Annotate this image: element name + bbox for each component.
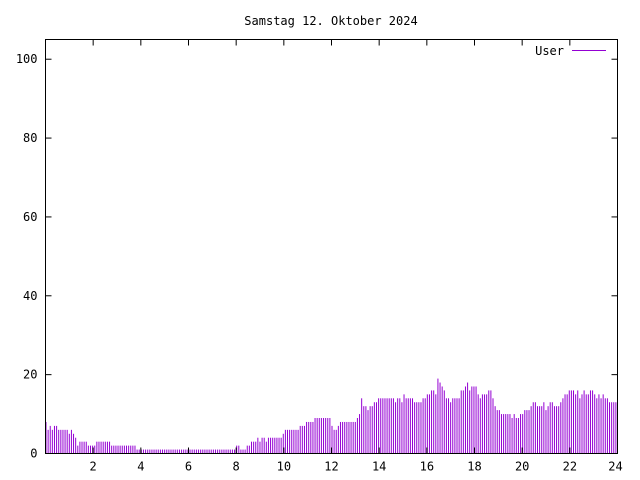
- x-tick-label-16: 16: [420, 460, 434, 474]
- x-tick-label-20: 20: [515, 460, 529, 474]
- y-tick-label-80: 80: [23, 131, 37, 145]
- x-tick-label-12: 12: [324, 460, 338, 474]
- x-tick-label-2: 2: [90, 460, 97, 474]
- y-tick-label-100: 100: [16, 52, 38, 66]
- x-tick-label-14: 14: [372, 460, 386, 474]
- y-tick-label-0: 0: [30, 447, 37, 461]
- y-tick-label-40: 40: [23, 289, 37, 303]
- x-tick-label-22: 22: [563, 460, 577, 474]
- legend: User: [535, 44, 606, 58]
- chart-title: Samstag 12. Oktober 2024: [244, 14, 417, 28]
- x-tick-label-10: 10: [277, 460, 291, 474]
- y-tick-label-20: 20: [23, 368, 37, 382]
- legend-label-user: User: [535, 44, 564, 58]
- plot-frame: [45, 39, 618, 454]
- x-tick-label-8: 8: [233, 460, 240, 474]
- x-tick-label-6: 6: [185, 460, 192, 474]
- x-tick-label-4: 4: [137, 460, 144, 474]
- bars-layer: [45, 378, 617, 454]
- y-tick-label-60: 60: [23, 210, 37, 224]
- x-tick-label-24: 24: [608, 460, 622, 474]
- x-tick-label-18: 18: [467, 460, 481, 474]
